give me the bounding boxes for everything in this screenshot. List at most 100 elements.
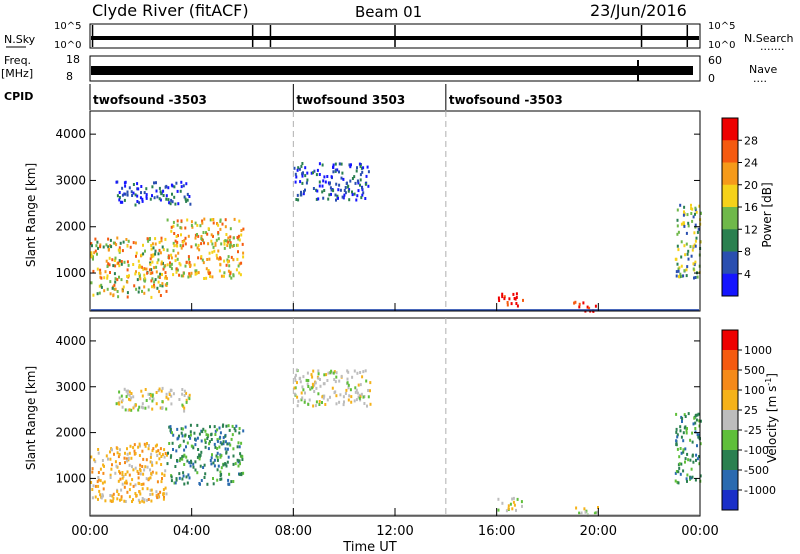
scatter-cell: [159, 272, 162, 276]
scatter-cell: [183, 448, 186, 452]
power-colorbar: 28 24 20 16 12 8 4: [721, 117, 758, 297]
scatter-cell: [151, 185, 154, 189]
scatter-cell: [684, 415, 687, 418]
scatter-cell: [522, 298, 524, 302]
scatter-cell: [131, 465, 133, 469]
scatter-cell: [198, 457, 201, 461]
scatter-cell: [155, 450, 158, 454]
velocity-colorbar: 1000 500 100 25 -25 -100 -500 -1000: [721, 329, 776, 511]
scatter-cell: [176, 223, 179, 227]
scatter-cell: [227, 455, 230, 459]
scatter-cell: [367, 389, 370, 392]
scatter-cell: [303, 190, 305, 194]
scatter-cell: [170, 454, 173, 458]
scatter-cell: [357, 179, 359, 183]
colorbar-swatch: [722, 370, 738, 391]
scatter-cell: [236, 458, 239, 462]
scatter-cell: [121, 398, 124, 402]
scatter-cell: [207, 433, 210, 437]
nave-tick-high: 60: [708, 54, 722, 67]
scatter-cell: [150, 393, 153, 397]
scatter-cell: [512, 292, 515, 296]
scatter-cell: [151, 463, 154, 467]
scatter-cell: [175, 477, 178, 481]
scatter-cell: [204, 472, 207, 476]
scatter-cell: [695, 453, 698, 457]
scatter-cell: [189, 265, 192, 268]
scatter-cell: [694, 478, 697, 482]
scatter-cell: [135, 403, 137, 407]
scatter-cell: [356, 166, 358, 170]
scatter-cell: [158, 186, 161, 190]
scatter-cell: [141, 497, 144, 500]
scatter-cell: [351, 177, 354, 180]
scatter-cell: [165, 197, 168, 201]
nsky-right-tick-low: 10^0: [708, 40, 735, 51]
scatter-cell: [216, 468, 219, 472]
scatter-cell: [172, 273, 175, 277]
scatter-cell: [230, 276, 233, 280]
scatter-cell: [149, 262, 152, 266]
scatter-cell: [121, 482, 124, 486]
scatter-cell: [178, 434, 180, 438]
scatter-cell: [139, 492, 142, 496]
scatter-cell: [223, 259, 226, 263]
scatter-cell: [128, 408, 131, 412]
scatter-cell: [203, 277, 206, 280]
scatter-cell: [161, 477, 163, 480]
freq-band: [91, 66, 693, 75]
scatter-cell: [145, 399, 148, 402]
scatter-cell: [366, 165, 369, 169]
scatter-cell: [211, 218, 214, 222]
scatter-cell: [107, 237, 110, 241]
scatter-cell: [675, 470, 678, 473]
colorbar-swatch: [722, 273, 738, 297]
velocity-colorbar-label-text: Velocity [m s: [765, 386, 779, 463]
station-title: Clyde River (fitACF): [92, 1, 249, 20]
x-tick-label: 20:00: [580, 524, 617, 539]
scatter-cell: [187, 255, 190, 259]
x-tick-label: 12:00: [376, 524, 413, 539]
scatter-cell: [237, 234, 240, 238]
scatter-cell: [329, 186, 332, 190]
scatter-cell: [218, 269, 221, 273]
scatter-cell: [507, 507, 510, 511]
scatter-cell: [97, 476, 100, 479]
scatter-cell: [336, 168, 339, 172]
scatter-cell: [170, 267, 173, 271]
colorbar-swatch: [722, 251, 738, 275]
scatter-cell: [162, 189, 165, 193]
scatter-cell: [168, 442, 171, 445]
scatter-cell: [143, 276, 146, 280]
scatter-cell: [214, 243, 217, 247]
scatter-cell: [678, 462, 681, 466]
scatter-cell: [310, 171, 313, 175]
scatter-cell: [154, 242, 157, 246]
scatter-cell: [293, 392, 296, 396]
scatter-cell: [219, 453, 222, 457]
scatter-cell: [217, 223, 220, 227]
scatter-cell: [361, 186, 364, 190]
scatter-cell: [117, 261, 120, 265]
scatter-cell: [227, 255, 230, 259]
scatter-cell: [116, 451, 119, 455]
scatter-cell: [183, 239, 186, 243]
scatter-cell: [143, 267, 146, 271]
scatter-cell: [132, 498, 134, 502]
scatter-cell: [145, 458, 148, 462]
scatter-cell: [231, 433, 234, 437]
scatter-cell: [121, 193, 124, 197]
scatter-cell: [151, 449, 154, 453]
scatter-cell: [333, 378, 336, 381]
scatter-cell: [212, 234, 214, 238]
scatter-cell: [698, 204, 701, 208]
scatter-cell: [146, 498, 148, 502]
scatter-cell: [225, 263, 228, 267]
colorbar-swatch: [722, 229, 738, 252]
scatter-cell: [299, 376, 302, 380]
scatter-cell: [124, 500, 127, 503]
scatter-cell: [97, 246, 99, 250]
scatter-cell: [322, 179, 325, 183]
scatter-cell: [123, 387, 126, 391]
scatter-cell: [334, 168, 337, 172]
